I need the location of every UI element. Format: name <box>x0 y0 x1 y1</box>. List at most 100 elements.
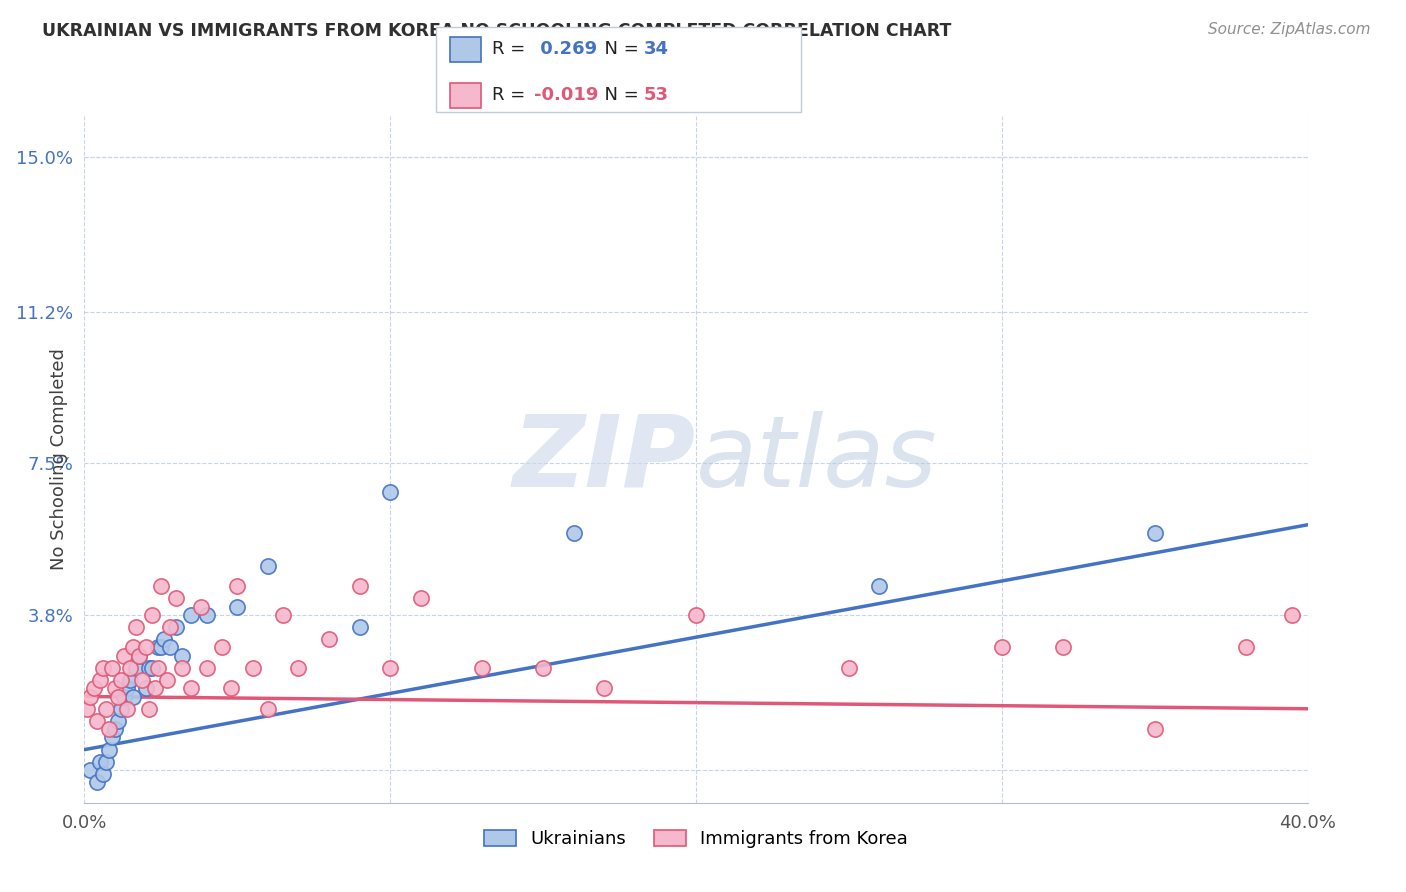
Point <box>141 661 163 675</box>
Text: Source: ZipAtlas.com: Source: ZipAtlas.com <box>1208 22 1371 37</box>
Point <box>226 599 249 614</box>
Point <box>101 661 124 675</box>
Legend: Ukrainians, Immigrants from Korea: Ukrainians, Immigrants from Korea <box>477 823 915 855</box>
Point <box>91 661 114 675</box>
Point <box>86 714 108 728</box>
Point <box>122 640 145 655</box>
Point <box>159 640 181 655</box>
Point <box>89 673 111 688</box>
Point <box>180 607 202 622</box>
Point <box>149 579 172 593</box>
Text: ZIP: ZIP <box>513 411 696 508</box>
Point <box>1281 607 1303 622</box>
Point <box>89 755 111 769</box>
Point <box>146 661 169 675</box>
Text: N =: N = <box>593 87 645 104</box>
Point <box>120 661 142 675</box>
Point <box>219 681 242 696</box>
Point <box>242 661 264 675</box>
Point <box>101 731 124 745</box>
Point <box>271 607 294 622</box>
Text: R =: R = <box>492 40 531 58</box>
Point <box>869 579 891 593</box>
Point <box>79 763 101 777</box>
Point <box>110 702 132 716</box>
Point <box>86 775 108 789</box>
Point <box>380 661 402 675</box>
Point <box>257 558 280 573</box>
Point <box>349 620 371 634</box>
Point <box>195 661 218 675</box>
Point <box>156 673 179 688</box>
Point <box>122 690 145 704</box>
Point <box>190 599 212 614</box>
Text: UKRAINIAN VS IMMIGRANTS FROM KOREA NO SCHOOLING COMPLETED CORRELATION CHART: UKRAINIAN VS IMMIGRANTS FROM KOREA NO SC… <box>42 22 952 40</box>
Text: 0.269: 0.269 <box>534 40 598 58</box>
Point <box>153 632 176 647</box>
Point <box>97 742 120 756</box>
Point <box>180 681 202 696</box>
Point <box>172 648 194 663</box>
Point <box>226 579 249 593</box>
Point <box>838 661 860 675</box>
Text: 53: 53 <box>644 87 669 104</box>
Point <box>138 702 160 716</box>
Point <box>138 661 160 675</box>
Point <box>79 690 101 704</box>
Point <box>409 591 432 606</box>
Text: R =: R = <box>492 87 531 104</box>
Point <box>1236 640 1258 655</box>
Point <box>125 661 148 675</box>
Point <box>115 681 138 696</box>
Point <box>143 681 166 696</box>
Point <box>172 661 194 675</box>
Point <box>165 591 187 606</box>
Point <box>562 526 585 541</box>
Point <box>159 620 181 634</box>
Point <box>135 640 157 655</box>
Point <box>685 607 707 622</box>
Point <box>593 681 616 696</box>
Point <box>380 485 402 500</box>
Point <box>120 673 142 688</box>
Point <box>83 681 105 696</box>
Point <box>112 648 135 663</box>
Text: atlas: atlas <box>696 411 938 508</box>
Point <box>211 640 233 655</box>
Point <box>125 620 148 634</box>
Point <box>195 607 218 622</box>
Point <box>146 640 169 655</box>
Point <box>991 640 1014 655</box>
Point <box>471 661 494 675</box>
Point <box>257 702 280 716</box>
Y-axis label: No Schooling Completed: No Schooling Completed <box>49 349 67 570</box>
Point <box>94 755 117 769</box>
Point <box>112 690 135 704</box>
Point <box>115 702 138 716</box>
Point <box>1143 723 1166 737</box>
Text: -0.019: -0.019 <box>534 87 599 104</box>
Point <box>149 640 172 655</box>
Point <box>104 723 127 737</box>
Point <box>349 579 371 593</box>
Point <box>135 681 157 696</box>
Point <box>97 723 120 737</box>
Point <box>131 673 153 688</box>
Point <box>128 648 150 663</box>
Point <box>287 661 309 675</box>
Point <box>165 620 187 634</box>
Point <box>107 690 129 704</box>
Point <box>128 648 150 663</box>
Point <box>110 673 132 688</box>
Point <box>318 632 340 647</box>
Text: N =: N = <box>593 40 645 58</box>
Point <box>76 702 98 716</box>
Point <box>1143 526 1166 541</box>
Point <box>94 702 117 716</box>
Text: 34: 34 <box>644 40 669 58</box>
Point <box>531 661 554 675</box>
Point <box>107 714 129 728</box>
Point <box>141 607 163 622</box>
Point <box>104 681 127 696</box>
Point <box>1052 640 1074 655</box>
